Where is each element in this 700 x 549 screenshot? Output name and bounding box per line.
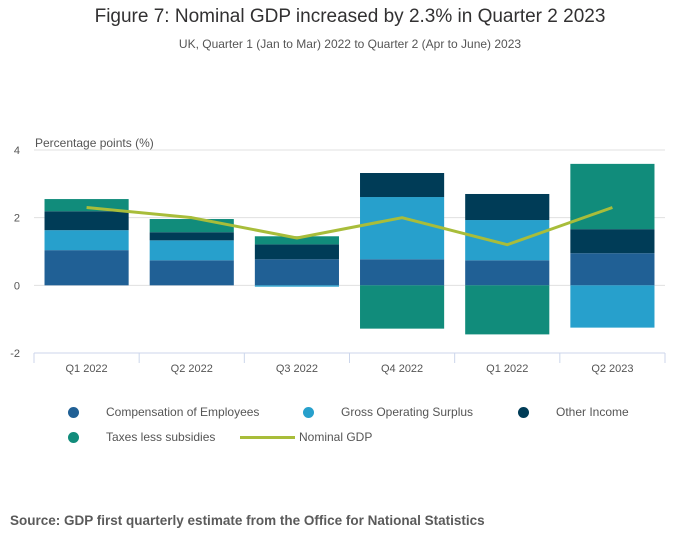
bar-gross-operating-surplus-5 bbox=[570, 285, 655, 328]
bar-taxes-less-subsidies-3 bbox=[360, 285, 445, 329]
legend-item-gross-operating-surplus[interactable]: Gross Operating Surplus bbox=[303, 405, 473, 419]
bar-other-income-0 bbox=[44, 211, 129, 231]
y-axis-title: Percentage points (%) bbox=[35, 136, 154, 150]
chart-title: Figure 7: Nominal GDP increased by 2.3% … bbox=[94, 6, 606, 27]
x-tick-label: Q4 2022 bbox=[381, 363, 423, 375]
nominal-gdp-line bbox=[86, 206, 613, 247]
bar-compensation-of-employees-4 bbox=[465, 260, 550, 286]
legend-dot-swatch bbox=[68, 406, 79, 418]
bar-taxes-less-subsidies-2 bbox=[254, 236, 339, 245]
bar-compensation-of-employees-2 bbox=[254, 259, 339, 286]
legend-item-taxes-less-subsidies[interactable]: Taxes less subsidies bbox=[68, 430, 215, 444]
bar-compensation-of-employees-0 bbox=[44, 250, 129, 286]
bar-other-income-1 bbox=[149, 232, 234, 241]
bar-gross-operating-surplus-2 bbox=[254, 285, 339, 287]
bar-other-income-2 bbox=[254, 244, 339, 260]
bar-compensation-of-employees-1 bbox=[149, 260, 234, 286]
bars bbox=[44, 163, 655, 335]
legend-dot-swatch bbox=[68, 431, 79, 443]
y-tick-label: 0 bbox=[14, 280, 20, 292]
bar-gross-operating-surplus-0 bbox=[44, 230, 129, 251]
y-tick-label: 2 bbox=[14, 213, 20, 225]
y-axis-ticks: 4 2 0 -2 bbox=[10, 145, 20, 360]
legend-item-compensation-of-employees[interactable]: Compensation of Employees bbox=[68, 405, 259, 419]
bar-other-income-5 bbox=[570, 229, 655, 254]
legend-label: Gross Operating Surplus bbox=[341, 405, 474, 419]
bar-taxes-less-subsidies-1 bbox=[149, 219, 234, 233]
chart-area: 4 2 0 -2 Percentage points (%) Q1 2022 Q2 20… bbox=[10, 136, 666, 375]
bar-other-income-4 bbox=[465, 193, 550, 221]
bar-compensation-of-employees-3 bbox=[360, 259, 445, 286]
x-axis: Q1 2022 Q2 2022 Q3 2022 Q4 2022 Q1 2022 Q2 20… bbox=[33, 352, 666, 375]
legend-dot-swatch bbox=[518, 406, 529, 418]
legend-dot-swatch bbox=[303, 406, 314, 418]
y-tick-label: 4 bbox=[14, 145, 20, 157]
source-note: Source: GDP first quarterly estimate fro… bbox=[10, 513, 485, 528]
x-tick-label: Q1 2022 bbox=[486, 363, 528, 375]
legend-label: Compensation of Employees bbox=[106, 405, 260, 419]
legend-label: Taxes less subsidies bbox=[106, 430, 216, 444]
bar-gross-operating-surplus-3 bbox=[360, 197, 445, 260]
x-tick-label: Q1 2022 bbox=[65, 363, 107, 375]
nominal-gdp-line-group bbox=[86, 206, 613, 247]
bar-other-income-3 bbox=[360, 173, 445, 198]
x-tick-label: Q2 2023 bbox=[591, 363, 633, 375]
x-tick-label: Q3 2022 bbox=[276, 363, 318, 375]
bar-taxes-less-subsidies-4 bbox=[465, 285, 550, 335]
bar-compensation-of-employees-5 bbox=[570, 253, 655, 286]
bar-gross-operating-surplus-4 bbox=[465, 220, 550, 261]
x-tick-label: Q2 2022 bbox=[171, 363, 213, 375]
legend-item-other-income[interactable]: Other Income bbox=[518, 405, 629, 419]
bar-gross-operating-surplus-1 bbox=[149, 240, 234, 261]
legend-label: Other Income bbox=[556, 405, 629, 419]
gridlines bbox=[34, 149, 665, 286]
legend-label: Nominal GDP bbox=[299, 430, 373, 444]
chart-subtitle: UK, Quarter 1 (Jan to Mar) 2022 to Quart… bbox=[178, 37, 522, 51]
legend-line-swatch bbox=[240, 435, 295, 439]
legend-item-nominal-gdp[interactable]: Nominal GDP bbox=[240, 430, 372, 444]
y-tick-label: -2 bbox=[10, 348, 20, 360]
